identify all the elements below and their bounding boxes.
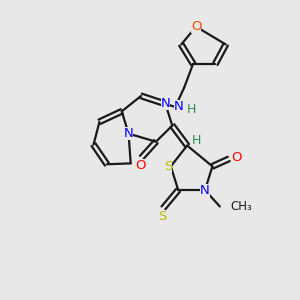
Text: H: H xyxy=(191,134,201,147)
Text: O: O xyxy=(191,20,201,33)
Text: O: O xyxy=(135,159,146,172)
Text: S: S xyxy=(158,210,166,223)
Text: H: H xyxy=(187,103,196,116)
Text: N: N xyxy=(160,98,170,110)
Text: O: O xyxy=(231,151,242,164)
Text: S: S xyxy=(164,160,172,173)
Text: N: N xyxy=(200,184,210,196)
Text: N: N xyxy=(174,100,184,113)
Text: CH₃: CH₃ xyxy=(230,200,252,213)
Text: N: N xyxy=(124,127,134,140)
